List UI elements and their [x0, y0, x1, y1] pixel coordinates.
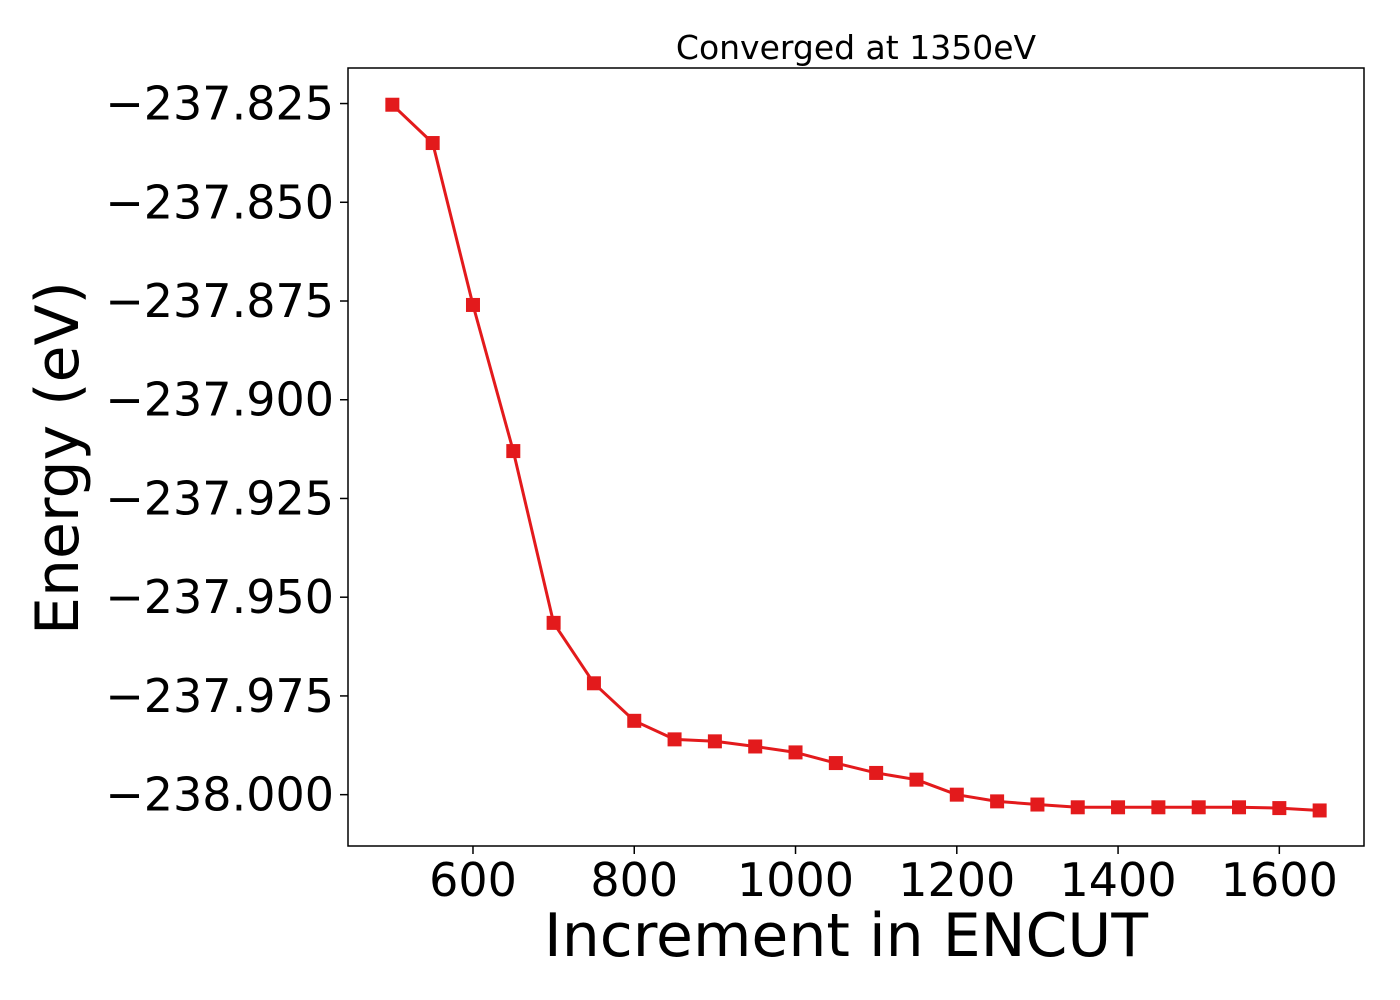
data-point: [1151, 800, 1166, 815]
data-point: [788, 745, 803, 760]
x-tick-label: 800: [590, 853, 678, 907]
data-point: [1312, 803, 1327, 818]
data-point: [627, 713, 642, 728]
x-tick-label: 1400: [1060, 853, 1177, 907]
data-point: [425, 136, 440, 151]
chart-title: Converged at 1350eV: [676, 28, 1037, 67]
x-tick-label: 1000: [737, 853, 854, 907]
x-tick-label: 1200: [898, 853, 1015, 907]
y-tick-label: −238.000: [105, 768, 334, 822]
x-tick-label: 600: [429, 853, 517, 907]
x-axis-label: Increment in ENCUT: [544, 901, 1148, 971]
y-tick-label: −237.975: [105, 669, 334, 723]
x-axis: 600 800 1000 1200 1400 1600: [429, 846, 1338, 907]
y-tick-label: −237.900: [105, 373, 334, 427]
data-point: [1272, 801, 1287, 816]
data-point: [1191, 800, 1206, 815]
data-point: [546, 615, 561, 630]
y-tick-label: −237.850: [105, 175, 334, 229]
x-tick-label: 1600: [1221, 853, 1338, 907]
data-point: [586, 676, 601, 691]
y-axis-label: Energy (eV): [23, 281, 93, 635]
data-point: [506, 444, 521, 459]
data-point: [1111, 800, 1126, 815]
data-point: [707, 734, 722, 749]
y-tick-label: −237.825: [105, 77, 334, 131]
y-tick-label: −237.950: [105, 570, 334, 624]
data-point: [1030, 797, 1045, 812]
data-point: [1232, 800, 1247, 815]
data-point: [748, 739, 763, 754]
axes-frame: [347, 67, 1365, 847]
y-axis: −237.825 −237.850 −237.875 −237.900 −237.925…: [105, 77, 348, 822]
data-point: [828, 756, 843, 771]
data-point: [385, 97, 400, 112]
data-point: [990, 794, 1005, 809]
data-point: [869, 765, 884, 780]
series-line: [391, 103, 1320, 812]
data-point: [465, 297, 480, 312]
data-point: [667, 732, 682, 747]
y-tick-label: −237.875: [105, 274, 334, 328]
plot-area: [385, 97, 1327, 818]
data-point: [949, 787, 964, 802]
data-point: [1070, 800, 1085, 815]
y-tick-label: −237.925: [105, 471, 334, 525]
data-point: [909, 772, 924, 787]
